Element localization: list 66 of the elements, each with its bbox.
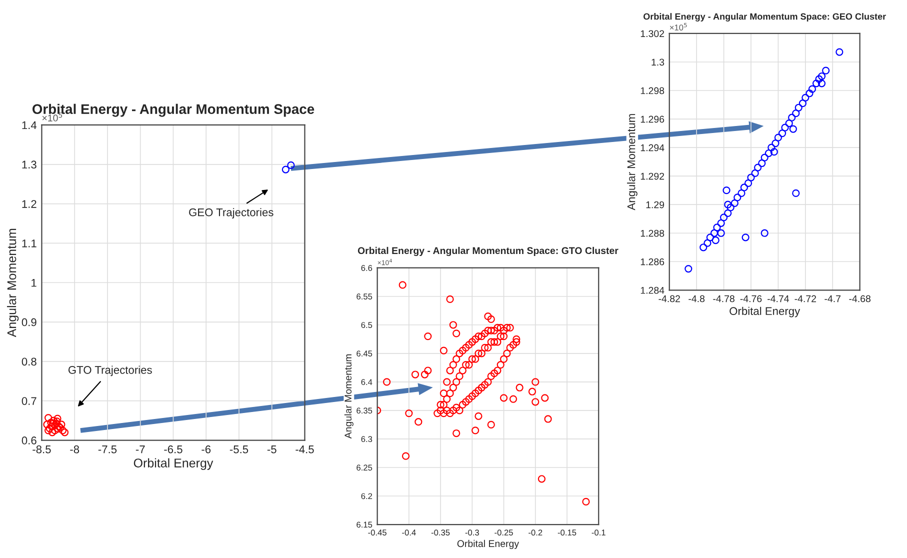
y-tick-label: 1.296 (640, 116, 664, 123)
y-tick-label: 6.4 (361, 379, 372, 386)
y-tick-label: 1.288 (640, 230, 664, 237)
x-tick-label: -8.5 (32, 445, 51, 454)
annotation: GTO Trajectories (68, 366, 152, 376)
y-tick-label: 1.2 (22, 200, 36, 208)
y-tick-label: 0.8 (22, 358, 36, 366)
y-tick-label: 1.4 (22, 121, 37, 130)
y-tick-label: 1.284 (640, 286, 664, 294)
x-tick-label: -4.68 (849, 295, 870, 302)
y-tick-label: 1.294 (640, 144, 664, 152)
x-tick-label: -6 (202, 445, 211, 454)
y-tick-label: 6.25 (356, 464, 372, 471)
x-tick-label: -0.15 (558, 530, 576, 536)
x-tick-label: -4.82 (658, 295, 680, 302)
y-tick-label: 1.29 (646, 201, 664, 208)
annotation: GEO Trajectories (189, 208, 274, 218)
x-tick-label: -5.5 (230, 446, 248, 454)
x-tick-label: -4.72 (794, 295, 816, 302)
x-tick-label: -4.78 (713, 295, 734, 302)
x-tick-label: -8 (70, 445, 80, 454)
x-tick-label: -4.5 (296, 446, 314, 454)
x-tick-label: -5 (267, 446, 276, 454)
y-tick-label: 1.292 (640, 172, 664, 180)
x-tick-label: -7 (136, 446, 145, 454)
x-tick-label: -0.25 (494, 530, 513, 536)
y-tick-label: 6.45 (356, 350, 372, 356)
x-tick-label: -0.3 (465, 530, 479, 536)
chart-title: Orbital Energy - Angular Momentum Space: GTO Cluster (358, 246, 618, 256)
x-tick-label: -0.45 (368, 530, 386, 536)
chart-title: Orbital Energy - Angular Momentum Space: GEO Cluster (644, 13, 886, 22)
text: ×10$^{5}$ (42, 112, 62, 122)
y-tick-label: 1.3 (652, 58, 664, 66)
x-tick-label: -4.7 (824, 295, 841, 302)
x-tick-label: -6.5 (164, 445, 182, 454)
y-tick-label: 6.2 (361, 493, 372, 500)
y-tick-label: 6.15 (356, 522, 372, 528)
y-tick-label: 0.6 (22, 436, 36, 444)
y-tick-label: 1.3 (22, 160, 36, 169)
y-tick-label: 1.302 (640, 30, 664, 38)
text: ×10$^{5}$ (670, 22, 687, 30)
y-tick-label: 6.5 (361, 322, 372, 328)
x-tick-label: -4.8 (688, 295, 705, 302)
x-axis-title: Orbital Energy (457, 540, 520, 549)
y-tick-label: 6.35 (356, 408, 372, 414)
x-tick-label: -0.1 (592, 530, 606, 536)
x-axis-title: Orbital Energy (134, 458, 214, 470)
x-tick-label: -0.2 (528, 530, 542, 536)
x-tick-label: -4.76 (740, 295, 762, 302)
x-tick-label: -0.35 (431, 530, 450, 536)
y-axis-title: Angular Momentum (627, 114, 638, 210)
y-axis-title: Angular Momentum (344, 354, 354, 439)
x-tick-label: -4.74 (768, 295, 789, 302)
y-tick-label: 6.6 (361, 265, 372, 271)
y-tick-label: 1.298 (640, 87, 664, 94)
x-tick-label: -0.4 (402, 530, 416, 536)
y-tick-label: 6.55 (356, 294, 372, 300)
y-tick-label: 0.9 (22, 318, 36, 326)
y-axis-title: Angular Momentum (6, 228, 19, 338)
y-tick-label: 1.1 (22, 240, 36, 248)
y-tick-label: 1 (32, 279, 36, 287)
x-tick-label: -7.5 (98, 446, 117, 454)
y-tick-label: 1.286 (640, 258, 664, 266)
y-tick-label: 6.3 (361, 436, 372, 442)
x-axis-title: Orbital Energy (730, 306, 800, 318)
y-tick-label: 0.7 (22, 397, 36, 405)
